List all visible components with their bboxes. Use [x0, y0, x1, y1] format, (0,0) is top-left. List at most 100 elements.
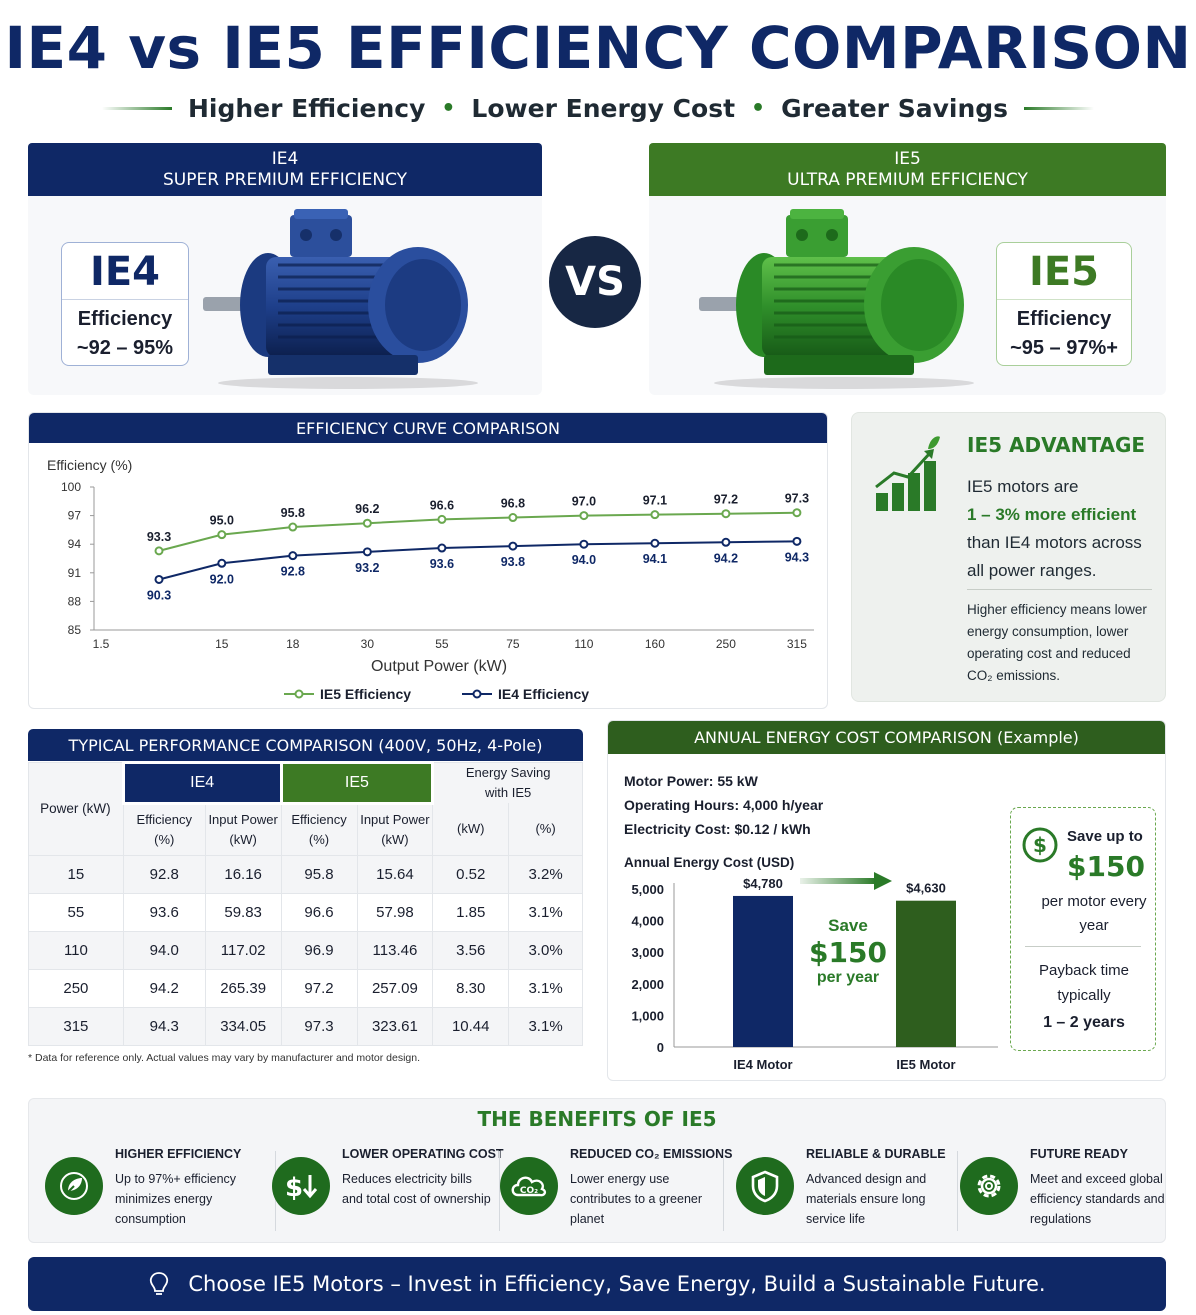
box-save-amount: $150 [1067, 850, 1145, 883]
table-cell: 55 [28, 892, 124, 931]
table-cell: 57.98 [356, 892, 433, 931]
data-label: 90.3 [147, 588, 171, 602]
data-point [721, 537, 731, 547]
benefit-divider [957, 1151, 958, 1231]
data-label: 95.0 [210, 514, 234, 528]
x-tick-label: 15 [215, 637, 229, 651]
advantage-highlight: 1 – 3% more efficient [967, 505, 1137, 524]
table-cell: 93.6 [122, 892, 206, 931]
table-cell: 97.2 [280, 968, 357, 1007]
y-tick-label: 2,000 [631, 977, 664, 992]
table-body: 15 92.8 16.16 95.8 15.64 0.52 3.2% 55 93.6 59.83 9… [28, 854, 583, 1045]
table-row: 55 93.6 59.83 96.6 57.98 1.85 3.1% [28, 892, 583, 931]
series-line [158, 540, 797, 581]
col-power: Power (kW) [28, 762, 124, 855]
legend-label: IE4 Efficiency [498, 686, 589, 702]
table-row: 250 94.2 265.39 97.2 257.09 8.30 3.1% [28, 968, 583, 1007]
ie5-eff-label: Efficiency [1016, 308, 1112, 330]
co2-cloud-icon: CO₂ [500, 1157, 558, 1215]
data-point [579, 511, 589, 521]
dollar-down-icon: $ [272, 1157, 330, 1215]
growth-chart-icon [875, 436, 940, 511]
svg-text:$: $ [285, 1173, 303, 1203]
save-label: Save [828, 916, 868, 935]
ie4-efficiency-box: IE4 Efficiency ~92 – 95% [61, 242, 189, 366]
lightbulb-icon [150, 1272, 169, 1295]
ie4-header-line2: SUPER PREMIUM EFFICIENCY [162, 170, 408, 190]
table-row: 15 92.8 16.16 95.8 15.64 0.52 3.2% [28, 854, 583, 893]
x-tick-label: 1.5 [93, 637, 110, 651]
table-cell: 257.09 [356, 968, 433, 1007]
ie5-badge: IE5 [1028, 249, 1100, 295]
x-tick-label: 110 [574, 637, 593, 651]
electricity-cost: Electricity Cost: $0.12 / kWh [624, 821, 811, 837]
svg-text:CO₂: CO₂ [520, 1186, 538, 1196]
data-label: 94.0 [572, 553, 596, 567]
table-cell: 323.61 [356, 1006, 433, 1045]
data-point [508, 513, 518, 523]
sub-efficiency: Efficiency (%) [280, 803, 357, 855]
data-point [792, 508, 802, 518]
table-row: 315 94.3 334.05 97.3 323.61 10.44 3.1% [28, 1006, 583, 1045]
data-point [154, 546, 164, 556]
sub-input: Input Power (kW) [356, 803, 433, 855]
benefit-item: $ LOWER OPERATING COST Reduces electrici… [272, 1143, 504, 1233]
bar-value-label: $4,630 [906, 881, 946, 896]
payback-label: Payback time typically [1038, 962, 1130, 1004]
col-ie4: IE4 [121, 761, 283, 805]
save-arrow-shaft [800, 878, 876, 884]
annual-cost-panel: ANNUAL ENERGY COST COMPARISON (Example) … [607, 720, 1166, 1081]
table-footnote: * Data for reference only. Actual values… [28, 1051, 420, 1064]
y-tick-label: 85 [68, 623, 82, 637]
cost-panel-header: ANNUAL ENERGY COST COMPARISON (Example) [608, 721, 1165, 754]
footer-banner: Choose IE5 Motors – Invest in Efficiency… [28, 1257, 1166, 1311]
table-cell: 94.3 [122, 1006, 206, 1045]
bullet-dot: • [751, 95, 766, 121]
col-ie5: IE5 [279, 761, 435, 805]
y-tick-label: 5,000 [631, 882, 664, 897]
table-cell: 110 [28, 930, 124, 969]
table-cell: 97.3 [280, 1006, 357, 1045]
table-cell: 0.52 [432, 854, 509, 893]
sub-kw: (kW) [432, 803, 509, 855]
table-cell: 15 [28, 854, 124, 893]
benefit-text: Lower energy use contributes to a greene… [570, 1172, 703, 1226]
table-cell: 3.0% [508, 930, 583, 969]
advantage-title: IE5 ADVANTAGE [967, 433, 1146, 457]
table-cell: 16.16 [204, 854, 282, 893]
benefit-title: HIGHER EFFICIENCY [115, 1147, 242, 1161]
legend-marker [472, 689, 482, 699]
y-tick-label: 94 [68, 537, 82, 551]
table-cell: 250 [28, 968, 124, 1007]
table-cell: 10.44 [432, 1006, 509, 1045]
save-callout: Save $150 per year [808, 916, 888, 987]
bar [896, 900, 956, 1047]
y-tick-label: 88 [68, 594, 82, 608]
data-point [437, 543, 447, 553]
table-cell: 94.0 [122, 930, 206, 969]
benefit-divider [499, 1151, 500, 1231]
table-cell: 96.9 [280, 930, 357, 969]
data-point [362, 547, 372, 557]
data-point [217, 530, 227, 540]
advantage-line2: than IE4 motors across all power ranges. [967, 533, 1142, 580]
data-point [288, 551, 298, 561]
cost-assumptions: Motor Power: 55 kW Operating Hours: 4,00… [624, 769, 823, 841]
shield-icon [736, 1157, 794, 1215]
payback-value: 1 – 2 years [1043, 1014, 1125, 1031]
table-cell: 3.1% [508, 968, 583, 1007]
x-tick-label: 18 [286, 637, 300, 651]
subtitle-item: Greater Savings [781, 93, 1009, 123]
data-label: 93.6 [430, 557, 454, 571]
ie4-card-header: IE4 SUPER PREMIUM EFFICIENCY [28, 143, 542, 196]
save-period: per year [816, 969, 880, 986]
save-amount: $150 [809, 936, 887, 969]
table-cell: 3.56 [432, 930, 509, 969]
benefit-title: RELIABLE & DURABLE [806, 1147, 946, 1161]
benefits-title: THE BENEFITS OF IE5 [477, 1107, 717, 1131]
subtitle-item: Higher Efficiency [187, 93, 426, 123]
benefit-title: LOWER OPERATING COST [342, 1147, 504, 1161]
data-label: 97.3 [785, 492, 809, 506]
data-label: 93.3 [147, 530, 171, 544]
y-tick-label: 0 [657, 1040, 664, 1055]
